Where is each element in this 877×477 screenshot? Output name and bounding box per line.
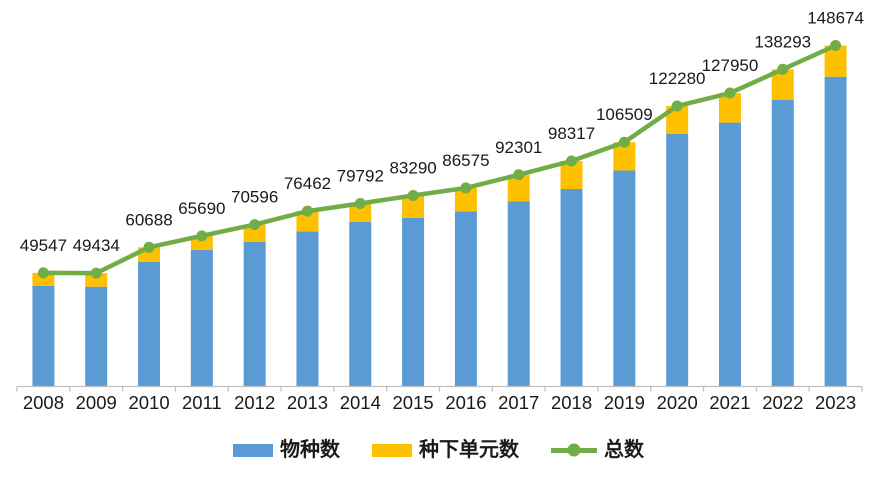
- total-marker: [196, 230, 208, 242]
- bar-species: [32, 285, 55, 387]
- x-tick-label: 2015: [393, 392, 434, 413]
- bar-infraspecific: [349, 203, 372, 223]
- legend-label-total: 总数: [604, 439, 644, 461]
- data-label: 76462: [284, 174, 331, 193]
- total-marker: [407, 189, 419, 201]
- bar-infraspecific: [507, 174, 530, 202]
- total-marker-icon: [567, 443, 581, 457]
- data-label: 49434: [73, 236, 120, 255]
- total-marker: [249, 219, 261, 231]
- legend-item-infraspecific: 种下单元数: [372, 440, 519, 460]
- legend-label-infraspecific: 种下单元数: [419, 439, 519, 461]
- bar-species: [771, 99, 794, 387]
- total-marker: [513, 169, 525, 181]
- data-label: 70596: [231, 188, 278, 207]
- total-marker: [618, 136, 630, 148]
- bar-species: [138, 261, 161, 387]
- data-label: 49547: [20, 236, 67, 255]
- data-label: 79792: [337, 166, 384, 185]
- data-label: 65690: [178, 199, 225, 218]
- x-tick-label: 2012: [234, 392, 275, 413]
- data-label: 60688: [125, 210, 172, 229]
- bar-species: [190, 250, 213, 387]
- bar-infraspecific: [771, 69, 794, 100]
- bar-species: [666, 133, 689, 387]
- bar-species: [454, 211, 477, 387]
- x-tick-label: 2009: [76, 392, 117, 413]
- x-tick-label: 2018: [551, 392, 592, 413]
- data-label: 127950: [702, 56, 759, 75]
- bar-species: [824, 76, 847, 387]
- total-marker: [566, 155, 578, 167]
- data-label: 83290: [389, 158, 436, 177]
- total-line: [41, 43, 838, 276]
- data-label: 122280: [649, 69, 706, 88]
- x-tick-label: 2010: [128, 392, 169, 413]
- x-tick-label: 2008: [23, 392, 64, 413]
- x-tick-label: 2021: [709, 392, 750, 413]
- x-tick-label: 2022: [762, 392, 803, 413]
- bar-species: [507, 201, 530, 387]
- total-marker: [37, 267, 49, 279]
- legend-item-total: 总数: [551, 440, 644, 460]
- bar-infraspecific: [824, 45, 847, 77]
- total-marker: [724, 87, 736, 99]
- bar-infraspecific: [85, 273, 108, 287]
- bar-species: [560, 188, 583, 387]
- bar-species: [85, 286, 108, 387]
- bar-infraspecific: [402, 195, 425, 218]
- chart-legend: 物种数 种下单元数 总数: [0, 440, 877, 460]
- bar-species: [613, 170, 636, 387]
- data-label: 86575: [442, 151, 489, 170]
- bar-infraspecific: [454, 187, 477, 212]
- data-label: 98317: [548, 124, 595, 143]
- data-label: 106509: [596, 105, 653, 124]
- bar-species: [718, 122, 741, 387]
- x-tick-label: 2019: [604, 392, 645, 413]
- bar-infraspecific: [296, 211, 319, 232]
- total-line-swatch-icon: [551, 443, 597, 457]
- total-marker: [90, 267, 102, 279]
- bar-infraspecific: [32, 272, 55, 286]
- x-tick-label: 2017: [498, 392, 539, 413]
- infraspecific-color-swatch-icon: [372, 443, 412, 457]
- x-tick-label: 2011: [182, 392, 222, 413]
- data-label: 138293: [754, 32, 811, 51]
- total-marker: [671, 100, 683, 112]
- bar-species: [402, 217, 425, 387]
- data-label: 148674: [807, 9, 864, 28]
- total-marker: [460, 182, 472, 194]
- x-tick-label: 2023: [815, 392, 856, 413]
- total-marker: [301, 205, 313, 217]
- bar-infraspecific: [718, 93, 741, 123]
- bar-infraspecific: [613, 142, 636, 171]
- legend-item-species: 物种数: [233, 440, 340, 460]
- total-marker: [354, 197, 366, 209]
- x-tick-label: 2014: [340, 392, 381, 413]
- total-marker: [143, 241, 155, 253]
- total-marker: [777, 63, 789, 75]
- legend-label-species: 物种数: [280, 439, 340, 461]
- bar-infraspecific: [560, 160, 583, 189]
- data-label: 92301: [495, 138, 542, 157]
- bar-infraspecific: [666, 106, 689, 134]
- bar-species: [349, 222, 372, 387]
- x-tick-label: 2020: [657, 392, 698, 413]
- x-tick-label: 2016: [445, 392, 486, 413]
- x-tick-label: 2013: [287, 392, 328, 413]
- total-marker: [830, 40, 842, 51]
- bar-infraspecific: [243, 224, 266, 243]
- bar-species: [296, 231, 319, 387]
- species-color-swatch-icon: [233, 443, 273, 457]
- bar-infraspecific: [190, 235, 213, 251]
- bar-species: [243, 242, 266, 387]
